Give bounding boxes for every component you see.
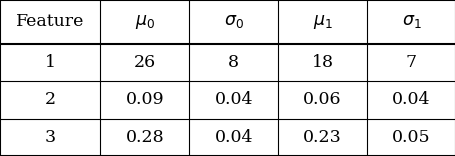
Text: 26: 26 [133,54,156,71]
Text: $\sigma_0$: $\sigma_0$ [223,13,243,30]
Text: $\mu_0$: $\mu_0$ [134,13,155,31]
Text: 0.28: 0.28 [125,129,164,146]
Text: $\mu_1$: $\mu_1$ [312,13,332,31]
Text: 0.23: 0.23 [303,129,341,146]
Text: Feature: Feature [16,13,84,30]
Text: 3: 3 [45,129,56,146]
Text: 1: 1 [45,54,56,71]
Text: 0.04: 0.04 [214,91,253,108]
Text: 7: 7 [405,54,416,71]
Text: 0.09: 0.09 [125,91,164,108]
Text: 0.04: 0.04 [214,129,253,146]
Text: 0.06: 0.06 [303,91,341,108]
Text: 18: 18 [311,54,333,71]
Text: $\sigma_1$: $\sigma_1$ [401,13,420,30]
Text: 0.05: 0.05 [391,129,430,146]
Text: 0.04: 0.04 [391,91,430,108]
Text: 2: 2 [45,91,56,108]
Text: 8: 8 [228,54,239,71]
